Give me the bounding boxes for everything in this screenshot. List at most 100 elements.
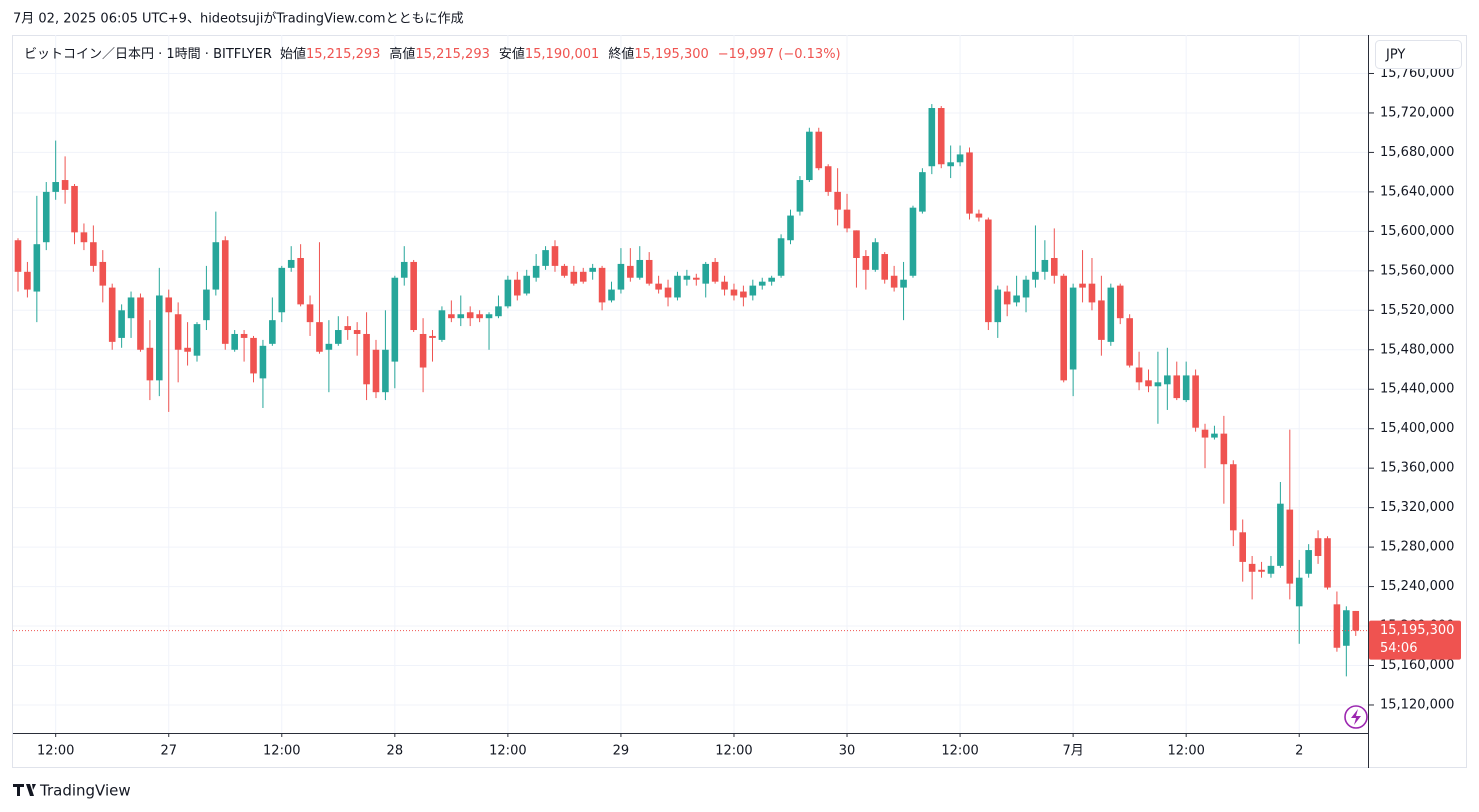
x-tick-label: 30 — [839, 744, 856, 759]
candle-body — [306, 304, 314, 323]
candle-body — [391, 277, 399, 362]
candle-body — [1220, 433, 1228, 465]
y-tick-label: 15,480,000 — [1380, 342, 1454, 357]
candle-body — [1314, 538, 1322, 556]
candle-body — [287, 259, 295, 268]
candle-body — [410, 261, 417, 331]
candle-body — [1116, 285, 1124, 319]
candle-body — [1013, 295, 1020, 303]
candle-body — [721, 281, 728, 290]
candle-body — [749, 285, 757, 296]
candle-body — [1258, 569, 1265, 572]
candle-body — [504, 279, 512, 307]
candle-body — [1333, 604, 1341, 648]
candle-body — [146, 347, 154, 381]
candle-body — [353, 330, 361, 334]
candles — [14, 104, 1360, 677]
close-value: 15,195,300 — [634, 47, 708, 62]
candle-body — [24, 271, 31, 290]
brand-logo — [13, 784, 36, 796]
frame — [12, 35, 1467, 768]
candle-body — [532, 265, 540, 278]
candle-body — [297, 257, 304, 305]
candle-body — [900, 279, 907, 288]
candle-body — [325, 343, 333, 350]
currency[interactable]: JPY — [1385, 48, 1405, 63]
candle-body — [108, 287, 116, 342]
candle-body — [400, 261, 408, 278]
candle-body — [42, 191, 50, 243]
candle-body — [1107, 287, 1115, 342]
candle-body — [1079, 283, 1086, 288]
candle-body — [758, 281, 766, 286]
candle-body — [608, 289, 615, 301]
candle-body — [777, 238, 785, 276]
alert-bolt — [1351, 709, 1361, 725]
candle-body — [1032, 271, 1039, 280]
y-tick-label: 15,160,000 — [1380, 658, 1454, 673]
ohlc-legend: ビットコイン／日本円 · 1時間 · BITFLYER 始値15,215,293 高… — [24, 46, 841, 62]
candle-body — [579, 271, 587, 282]
candle-body — [495, 306, 502, 317]
candle-body — [203, 289, 210, 321]
candle-body — [382, 349, 389, 393]
candle-body — [372, 349, 380, 393]
y-tick-label: 15,600,000 — [1380, 224, 1454, 239]
candle-body — [90, 242, 97, 266]
candle-body — [419, 333, 427, 368]
currency-button[interactable] — [1375, 40, 1462, 69]
candle-body — [796, 180, 804, 212]
candle-body — [542, 250, 549, 266]
low-name: 安値 — [499, 46, 525, 62]
y-tick-label: 15,760,000 — [1380, 66, 1454, 81]
candle-body — [881, 254, 889, 280]
candle-body — [523, 275, 531, 294]
candle-body — [966, 152, 973, 214]
candle-body — [834, 191, 841, 210]
candle-body — [1050, 257, 1058, 276]
candle-body — [768, 277, 775, 282]
candle-body — [740, 291, 747, 298]
candle-body — [1154, 382, 1162, 387]
price-axis: 15,120,00015,160,00015,200,00015,240,000… — [1369, 66, 1454, 712]
candle-body — [316, 322, 323, 352]
x-tick-label: 28 — [387, 744, 404, 759]
high-value: 15,215,293 — [415, 47, 489, 62]
candle-body — [344, 326, 352, 331]
y-tick-label: 15,400,000 — [1380, 421, 1454, 436]
candle-body — [71, 185, 78, 233]
candle-body — [514, 279, 521, 296]
candle-body — [890, 275, 898, 288]
candle-body — [1041, 259, 1049, 272]
candle-body — [221, 240, 229, 344]
candle-body — [438, 310, 446, 340]
last-price-label: 15,195,300 — [1380, 623, 1454, 638]
candle-body — [174, 314, 182, 350]
candle-body — [165, 297, 173, 313]
candle-body — [1239, 532, 1247, 562]
candle-body — [80, 232, 88, 243]
y-tick-label: 15,120,000 — [1380, 697, 1454, 712]
candle-body — [156, 295, 163, 381]
candle-body — [127, 297, 135, 319]
candle-body — [1352, 610, 1360, 631]
candle-body — [975, 213, 983, 218]
candle-body — [683, 275, 691, 280]
x-tick-label: 12:00 — [489, 744, 526, 759]
candle-body — [1229, 464, 1237, 531]
symbol: ビットコイン／日本円 · 1時間 · BITFLYER — [24, 47, 272, 62]
candle-body — [99, 261, 107, 286]
candle-body — [862, 256, 870, 270]
x-tick-label: 12:00 — [1167, 744, 1204, 759]
candle-body — [806, 131, 813, 181]
candle-body — [1088, 283, 1096, 303]
candle-body — [269, 320, 276, 344]
time-axis: 12:00 27 12:00 28 12:00 29 12:00 30 12:00 7月 12:00… — [37, 733, 1303, 759]
candle-body — [692, 277, 700, 280]
candle-body — [1201, 429, 1209, 438]
candle-body — [448, 314, 455, 319]
candle-body — [240, 333, 248, 338]
y-tick-label: 15,280,000 — [1380, 540, 1454, 555]
candle-body — [937, 108, 945, 165]
candle-body — [1060, 275, 1068, 381]
